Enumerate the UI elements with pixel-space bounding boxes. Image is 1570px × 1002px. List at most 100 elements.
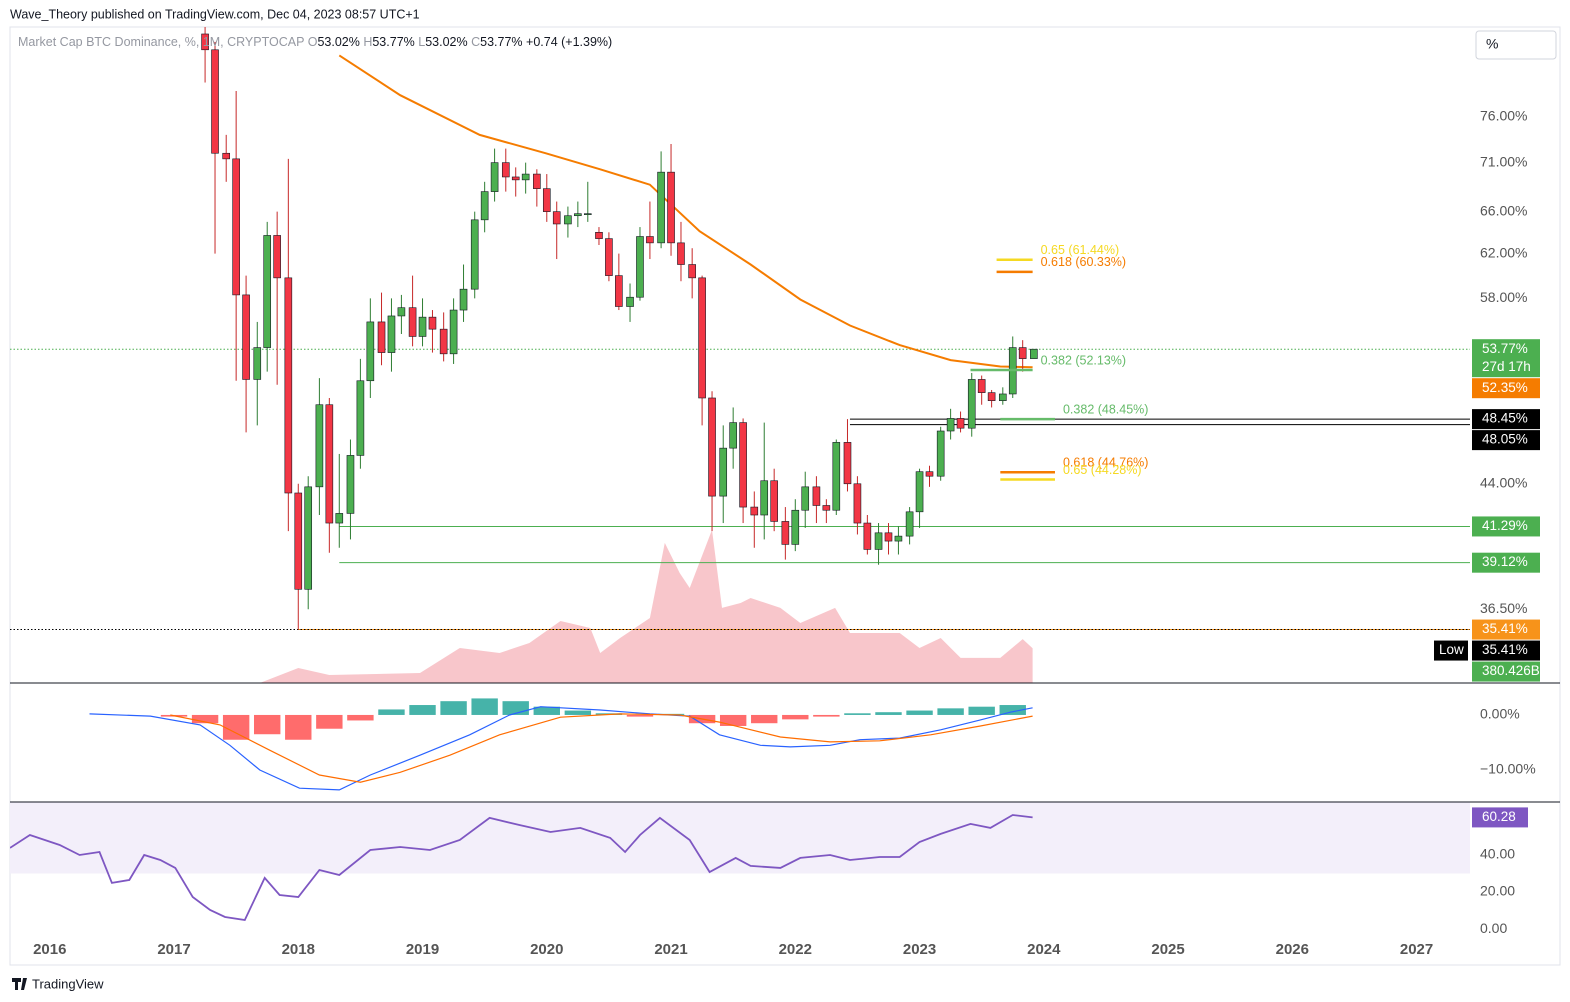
- x-tick-label: 2018: [282, 941, 315, 958]
- macd-histogram-bar: [347, 714, 374, 721]
- candle-body: [874, 532, 883, 550]
- legend: Market Cap BTC Dominance, %, 1M, CRYPTOC…: [18, 35, 612, 49]
- candle-body: [387, 315, 396, 353]
- legend-title: Market Cap BTC Dominance, %, 1M, CRYPTOC…: [18, 35, 304, 49]
- candle-body: [781, 521, 790, 545]
- macd-histogram-bar: [719, 714, 747, 726]
- change: +0.74 (+1.39%): [526, 35, 612, 49]
- candle-body: [853, 483, 862, 524]
- candle-body: [470, 219, 479, 290]
- candle-body: [832, 442, 841, 511]
- macd-histogram-bar: [968, 706, 995, 715]
- fib-label: 0.65 (61.44%): [1041, 243, 1120, 257]
- price-label-box: [1472, 552, 1540, 573]
- y-tick-label: 0.00: [1480, 920, 1507, 936]
- price-label: 53.77%: [1482, 341, 1528, 356]
- candle-body: [201, 33, 209, 51]
- x-tick-label: 2019: [406, 941, 439, 958]
- candle-body: [615, 275, 623, 307]
- candle-body: [315, 404, 324, 488]
- price-label-box: [1472, 640, 1540, 661]
- candle-body: [263, 235, 272, 348]
- candle-body: [439, 328, 448, 355]
- macd-histogram-bar: [626, 714, 654, 717]
- macd-histogram-bar: [409, 705, 436, 715]
- price-label-box: [1472, 661, 1540, 682]
- price-label: 35.41%: [1482, 621, 1528, 636]
- brand-logo: [12, 978, 27, 990]
- candle-body: [646, 236, 654, 244]
- y-tick-label: 62.00%: [1480, 244, 1527, 260]
- candle-body: [595, 231, 603, 239]
- candle-body: [1018, 347, 1027, 359]
- candle-body: [708, 397, 716, 497]
- candle-body: [542, 188, 551, 212]
- brand: TradingView: [12, 976, 104, 991]
- candle-body: [956, 418, 965, 429]
- candle-body: [791, 509, 800, 545]
- candle-body: [750, 506, 759, 516]
- candle-body: [688, 264, 696, 279]
- candle-body: [304, 486, 313, 590]
- candle-body: [377, 321, 386, 353]
- published-line: Wave_Theory published on TradingView.com…: [10, 7, 420, 21]
- candle-body: [822, 505, 831, 511]
- macd-histogram-bar: [751, 714, 778, 724]
- macd-histogram-bar: [782, 714, 809, 720]
- candle-body: [636, 236, 644, 298]
- x-tick-label: 2027: [1400, 941, 1433, 958]
- candle-body: [812, 486, 821, 506]
- candle-body: [915, 471, 924, 513]
- scale-button[interactable]: %: [1475, 30, 1557, 60]
- ohlc-value: 53.77%: [372, 35, 414, 49]
- price-label: 48.05%: [1482, 432, 1528, 447]
- ohlc-key: H: [363, 35, 372, 49]
- scale-button-box[interactable]: [1475, 30, 1557, 60]
- y-tick-label: 44.00%: [1480, 474, 1527, 490]
- candle-body: [574, 213, 582, 217]
- candle-body: [552, 211, 561, 225]
- candle-body: [677, 242, 685, 265]
- x-tick-label: 2021: [654, 941, 687, 958]
- candle-body: [480, 191, 489, 221]
- candle-body: [511, 176, 520, 181]
- moving-average: [338, 54, 1033, 369]
- price-label: 48.45%: [1482, 411, 1528, 426]
- price-label-box: [1472, 430, 1540, 451]
- candle-body: [449, 309, 458, 355]
- candle-body: [760, 480, 769, 516]
- fib-label: 0.618 (44.76%): [1063, 456, 1148, 470]
- price-label: 380.426B: [1482, 663, 1540, 678]
- brand-name: TradingView: [32, 976, 104, 991]
- candle-body: [325, 404, 334, 524]
- candle-body: [232, 158, 240, 296]
- scale-button-label[interactable]: %: [1486, 36, 1498, 52]
- macd-histogram-bar: [378, 709, 405, 715]
- candle-body: [729, 422, 737, 449]
- macd-histogram-bar: [285, 714, 312, 740]
- candle-body: [698, 277, 706, 399]
- y-tick-label: 71.00%: [1480, 153, 1527, 169]
- candle-body: [284, 277, 293, 494]
- y-tick-label: 40.00: [1480, 846, 1515, 862]
- candle-body: [626, 296, 634, 307]
- y-tick-label: 20.00: [1480, 883, 1515, 899]
- candle-body: [770, 480, 778, 522]
- candle-body: [884, 532, 893, 542]
- macd-histogram-bar: [254, 714, 281, 735]
- macd-histogram-bar: [533, 706, 560, 715]
- candle-body: [905, 511, 914, 537]
- y-tick-label: 36.50%: [1480, 600, 1527, 616]
- candle-body: [418, 316, 427, 337]
- macd-histogram-bar: [813, 714, 840, 717]
- candle-body: [356, 380, 365, 456]
- candle-body: [564, 215, 572, 225]
- candle-body: [521, 173, 530, 181]
- candle-body: [719, 447, 728, 497]
- candle-body: [397, 307, 406, 317]
- candle-body: [936, 430, 945, 477]
- ohlc-value: 53.77%: [480, 35, 522, 49]
- price-label-tag-box: [1434, 640, 1468, 661]
- candle-body: [273, 235, 281, 279]
- ohlc-value: 53.02%: [425, 35, 467, 49]
